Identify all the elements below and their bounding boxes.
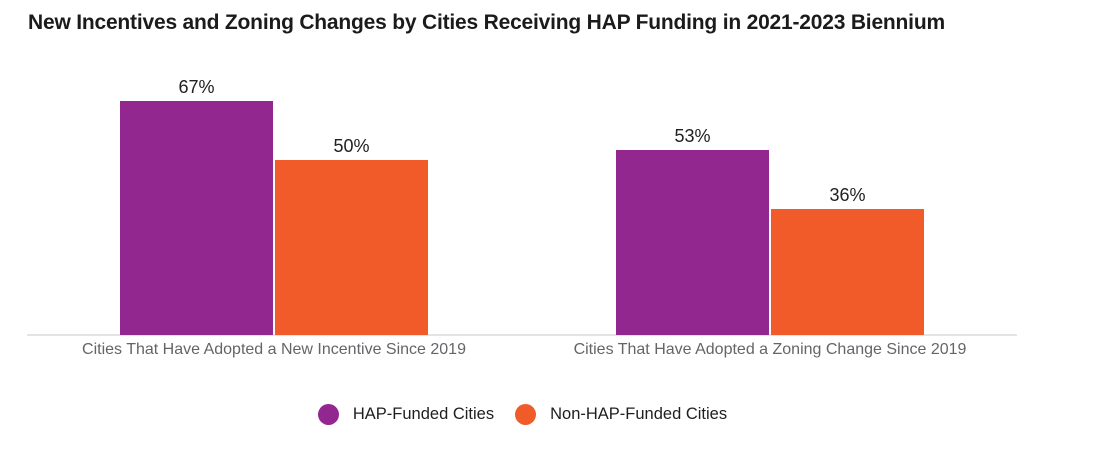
bar-hap-funded-cities xyxy=(120,100,273,335)
bar-non-hap-funded-cities xyxy=(275,160,428,335)
category-label-new-incentive: Cities That Have Adopted a New Incentive… xyxy=(82,341,466,358)
bar-wrap: 50% xyxy=(275,137,428,335)
bar-wrap: 53% xyxy=(616,125,769,335)
bar-value-label: 53% xyxy=(674,125,711,146)
category-label-zoning-change: Cities That Have Adopted a Zoning Change… xyxy=(573,341,967,358)
legend-item-hap-funded: HAP-Funded Cities xyxy=(317,404,495,425)
bar-value-label: 36% xyxy=(829,185,866,205)
bar-group-new-incentive: 67% 50% xyxy=(120,76,428,335)
bar-group-zoning-change: 53% 36% xyxy=(616,125,924,335)
chart-title: New Incentives and Zoning Changes by Cit… xyxy=(28,11,945,34)
x-axis-baseline xyxy=(27,334,1017,336)
bar-non-hap-funded-cities xyxy=(771,209,924,335)
legend-label-non-hap-funded: Non-HAP-Funded Cities xyxy=(550,405,728,423)
bar-hap-funded-cities xyxy=(616,149,769,335)
legend-item-non-hap-funded: Non-HAP-Funded Cities xyxy=(515,404,727,425)
bar-wrap: 67% xyxy=(120,76,273,335)
bar-value-label: 50% xyxy=(333,136,370,156)
legend: HAP-Funded Cities Non-HAP-Funded Cities xyxy=(0,404,1075,425)
non-hap-funded-dot-icon xyxy=(515,404,537,425)
legend-label-hap-funded: HAP-Funded Cities xyxy=(352,405,495,423)
bar-value-label: 67% xyxy=(178,76,215,97)
hap-funded-dot-icon xyxy=(317,404,339,425)
plot-area: 67% 50% 53% 36% xyxy=(27,76,1017,336)
bar-wrap: 36% xyxy=(771,186,924,335)
